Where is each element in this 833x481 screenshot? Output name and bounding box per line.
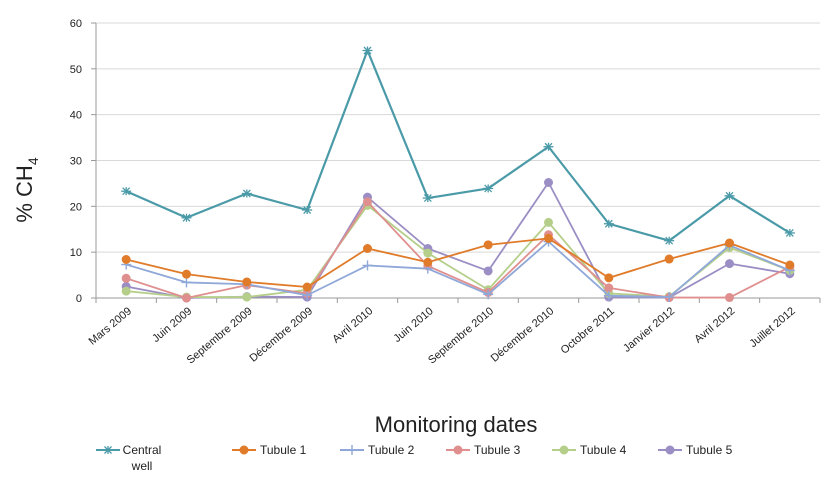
data-point-tubule-5 bbox=[483, 266, 493, 276]
data-point-tubule-1 bbox=[725, 238, 734, 248]
data-point-tubule-3 bbox=[363, 197, 372, 207]
y-axis-title: % CH4 bbox=[12, 157, 41, 222]
data-point-tubule-1 bbox=[363, 244, 372, 253]
data-point-central-well bbox=[724, 191, 735, 200]
x-tick-label: Janvier 2012 bbox=[621, 305, 677, 355]
y-tick-label: 40 bbox=[70, 110, 82, 122]
y-tick-label: 50 bbox=[70, 64, 82, 76]
legend-swatch-marker bbox=[103, 446, 113, 454]
series-line-tubule-1 bbox=[125, 237, 791, 288]
legend-item: Tubule 4 bbox=[552, 443, 627, 457]
y-tick-label: 60 bbox=[70, 18, 82, 30]
legend-label: Tubule 1 bbox=[260, 443, 307, 457]
legend-label: Tubule 4 bbox=[580, 443, 627, 457]
x-tick-label: Juillet 2012 bbox=[747, 305, 797, 350]
legend-label: Tubule 2 bbox=[368, 443, 415, 457]
x-tick-label: Septembre 2009 bbox=[185, 305, 255, 366]
legend-item: Central well bbox=[96, 443, 161, 473]
legend-item: Tubule 5 bbox=[658, 443, 733, 457]
data-point-tubule-2 bbox=[603, 290, 614, 301]
data-point-tubule-4 bbox=[121, 286, 131, 296]
legend-swatch-marker bbox=[239, 445, 249, 455]
legend-label: Central bbox=[123, 443, 162, 457]
data-point-tubule-1 bbox=[182, 269, 191, 279]
series-line-tubule-2 bbox=[125, 240, 791, 298]
x-tick-label: Juin 2009 bbox=[150, 305, 194, 345]
legend-swatch-marker bbox=[665, 445, 675, 455]
data-point-central-well bbox=[483, 184, 494, 193]
gridlines bbox=[96, 22, 820, 253]
data-point-central-well bbox=[302, 206, 313, 214]
data-point-tubule-2 bbox=[181, 277, 192, 288]
legend-label: well bbox=[131, 459, 153, 473]
data-point-tubule-2 bbox=[483, 289, 494, 300]
data-point-central-well bbox=[664, 236, 675, 245]
data-point-tubule-5 bbox=[544, 178, 553, 187]
data-point-tubule-1 bbox=[544, 233, 553, 243]
data-point-central-well bbox=[241, 189, 252, 198]
data-point-central-well bbox=[603, 219, 614, 228]
legend-item: Tubule 3 bbox=[446, 443, 521, 457]
data-point-tubule-1 bbox=[785, 260, 795, 270]
data-point-central-well bbox=[181, 213, 192, 222]
data-point-tubule-1 bbox=[604, 273, 614, 283]
x-tick-label: Décembre 2009 bbox=[247, 305, 315, 365]
y-tick-label: 0 bbox=[76, 293, 82, 305]
y-tick-label: 20 bbox=[70, 201, 82, 213]
x-tick-label: Avril 2010 bbox=[330, 305, 375, 346]
x-tick-label: Juin 2010 bbox=[391, 305, 435, 345]
x-tick-label: Mars 2009 bbox=[87, 305, 135, 348]
data-point-tubule-1 bbox=[483, 240, 493, 250]
data-point-tubule-4 bbox=[544, 217, 553, 227]
data-point-tubule-3 bbox=[121, 273, 131, 283]
legend-item: Tubule 2 bbox=[340, 443, 415, 457]
legend-label: Tubule 3 bbox=[474, 443, 521, 457]
data-point-central-well bbox=[543, 142, 554, 151]
y-tick-label: 10 bbox=[70, 247, 82, 259]
data-point-tubule-2 bbox=[664, 292, 675, 303]
y-axis-title-subscript: 4 bbox=[25, 157, 41, 165]
data-point-central-well bbox=[362, 46, 373, 55]
data-point-tubule-1 bbox=[664, 254, 674, 264]
data-point-central-well bbox=[422, 194, 433, 203]
legend-swatch-marker bbox=[453, 445, 463, 455]
data-point-tubule-2 bbox=[362, 260, 373, 271]
y-tick-label: 30 bbox=[70, 156, 82, 168]
x-axis-title: Monitoring dates bbox=[375, 412, 538, 437]
legend-label: Tubule 5 bbox=[686, 443, 733, 457]
data-point-tubule-4 bbox=[242, 292, 252, 302]
data-point-tubule-1 bbox=[242, 277, 252, 287]
data-point-tubule-5 bbox=[725, 259, 734, 269]
series-lines bbox=[121, 46, 795, 303]
series-line-central-well bbox=[125, 49, 791, 242]
x-tick-label: Avril 2012 bbox=[692, 305, 737, 346]
data-point-central-well bbox=[784, 228, 795, 237]
x-tick-label: Septembre 2010 bbox=[426, 305, 496, 366]
data-point-tubule-3 bbox=[725, 293, 734, 303]
data-point-tubule-3 bbox=[182, 293, 191, 303]
data-point-tubule-1 bbox=[302, 282, 312, 292]
data-point-tubule-4 bbox=[423, 248, 433, 258]
legend-swatch-marker bbox=[559, 445, 569, 455]
data-point-tubule-1 bbox=[121, 255, 131, 264]
y-axis-title-main: % CH bbox=[12, 165, 37, 222]
y-tick-labels: 0 10 20 30 40 50 60 bbox=[70, 18, 82, 305]
x-tick-label: Décembre 2010 bbox=[489, 305, 557, 365]
data-point-central-well bbox=[121, 187, 132, 196]
data-point-tubule-1 bbox=[423, 257, 433, 267]
data-point-tubule-2 bbox=[302, 290, 313, 301]
legend-item: Tubule 1 bbox=[232, 443, 307, 457]
x-tick-label: Octobre 2011 bbox=[559, 305, 617, 357]
series-line-tubule-3 bbox=[125, 200, 791, 299]
legend: Central well Tubule 1 Tubule 2 Tubule 3 Tubul… bbox=[96, 443, 733, 473]
legend-swatch-marker bbox=[347, 445, 357, 455]
